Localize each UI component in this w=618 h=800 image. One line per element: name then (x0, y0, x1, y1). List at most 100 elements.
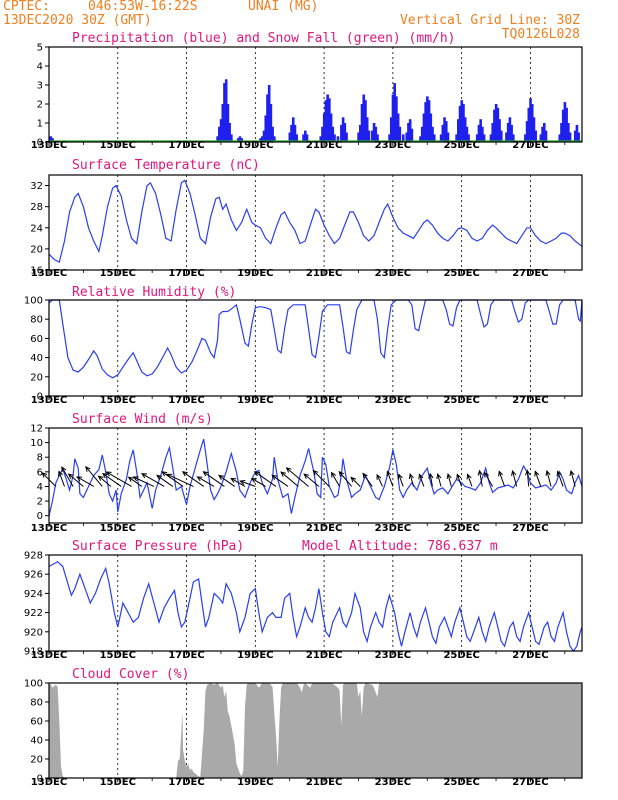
y-tick-label: 10 (30, 438, 43, 449)
wind-arrow-head (446, 472, 452, 480)
wind-arrow (484, 472, 494, 487)
wind-arrow-head (418, 473, 424, 480)
precip-bar (408, 119, 412, 142)
wind-arrow (534, 471, 542, 487)
x-tick-label: 15DEC (100, 140, 136, 151)
panel-precip: 0 1 2 3 4 5 13DEC 15DEC 17DEC 19DEC 21DEC 23DEC 25DE… (31, 31, 583, 151)
wind-arrow-head (350, 476, 357, 483)
y-tick-label: 0 (37, 774, 43, 785)
y-tick-label: 0 (37, 511, 43, 522)
wind-arrow (182, 471, 205, 487)
wind-arrow (254, 471, 277, 487)
precip-bar (482, 134, 486, 142)
header-run-time: 13DEC2020 30Z (GMT) (3, 13, 152, 28)
precip-bar (224, 79, 228, 142)
precip-bar (365, 117, 369, 142)
precip-bar (479, 119, 482, 142)
precip-bar (262, 130, 266, 142)
precip-bar (267, 85, 271, 142)
precip-bar (226, 104, 230, 142)
precip-bar (493, 109, 496, 142)
x-tick-label: 19DEC (237, 395, 273, 406)
precip-bar (446, 132, 450, 142)
precip-bar (341, 117, 345, 142)
wind-arrow-head (254, 471, 260, 477)
precip-bar (512, 134, 515, 142)
y-tick-label: 4 (37, 482, 43, 493)
precip-bar (291, 117, 295, 142)
y-tick-label: 20 (30, 244, 43, 255)
wind-arrow (313, 470, 330, 487)
y-tick-label: 40 (30, 353, 43, 364)
wind-arrow-head (303, 473, 310, 479)
y-tick-label: 2 (37, 100, 43, 111)
y-tick-label: 28 (30, 202, 43, 213)
panel-cloud: 0 20 40 60 80 100 13DEC 15DEC 17DEC 19DEC 21DEC 23D… (24, 667, 583, 788)
wind-arrow (251, 478, 266, 487)
x-tick-label: 23DEC (375, 777, 411, 788)
precip-bar (293, 124, 297, 142)
precip-bar (443, 117, 446, 142)
y-tick-label: 12 (30, 424, 43, 435)
wind-arrow (331, 472, 341, 487)
precip-bar (218, 126, 221, 142)
wind-arrow-head (85, 466, 91, 472)
wind-arrow-head (280, 471, 287, 477)
y-tick-label: 32 (30, 181, 43, 192)
x-tick-label: 13DEC (31, 140, 67, 151)
wind-arrow-head (41, 472, 48, 478)
x-tick-label: 15DEC (100, 395, 136, 406)
precip-bar (541, 126, 544, 142)
wind-arrow-head (569, 469, 575, 476)
x-tick-label: 19DEC (237, 650, 273, 661)
x-tick-label: 23DEC (375, 650, 411, 661)
wind-arrow-head (97, 475, 104, 481)
precip-bar (395, 96, 398, 142)
wind-arrow-head (58, 470, 63, 477)
wind-arrow (447, 473, 452, 487)
precip-bar (563, 102, 567, 142)
y-tick-label: 40 (30, 736, 43, 747)
x-tick-label: 15DEC (100, 777, 136, 788)
precip-bar (432, 134, 436, 142)
precip-bar (577, 132, 580, 142)
y-tick-label: 80 (30, 698, 43, 709)
x-tick-label: 19DEC (237, 268, 273, 279)
y-tick-label: 922 (24, 608, 43, 619)
precip-bar (359, 124, 362, 142)
precip-bar (303, 130, 307, 142)
wind-arrow (467, 474, 473, 487)
precip-bar (505, 132, 508, 142)
wind-arrow-head (218, 474, 224, 481)
y-tick-label: 5 (37, 43, 43, 54)
wind-arrow-head (230, 477, 237, 483)
x-tick-label: 21DEC (306, 268, 342, 279)
precip-bar (357, 132, 360, 142)
wind-arrow (526, 470, 530, 487)
precip-bar (321, 126, 324, 142)
y-tick-label: 924 (24, 589, 43, 600)
precip-bar (420, 126, 424, 142)
precip-bar (407, 123, 410, 142)
wind-arrow (286, 467, 309, 487)
wind-arrow (398, 474, 404, 487)
wind-arrow (161, 471, 184, 487)
precip-bar (290, 124, 293, 142)
wind-arrow-head (511, 469, 517, 476)
humidity-line (48, 299, 583, 379)
plot-frame (48, 682, 583, 779)
precip-bar (542, 123, 546, 142)
plot-frame (48, 554, 583, 652)
precip-bar (498, 119, 501, 142)
x-tick-label: 17DEC (168, 140, 204, 151)
plot-frame (48, 427, 583, 524)
precip-bar (273, 136, 276, 142)
wind-arrow (76, 476, 94, 487)
precip-bar (463, 117, 467, 142)
precip-bar (427, 100, 431, 142)
precip-bar (376, 134, 379, 142)
y-tick-label: 918 (24, 647, 43, 658)
precip-bar (534, 130, 537, 142)
precip-bar (340, 124, 343, 142)
